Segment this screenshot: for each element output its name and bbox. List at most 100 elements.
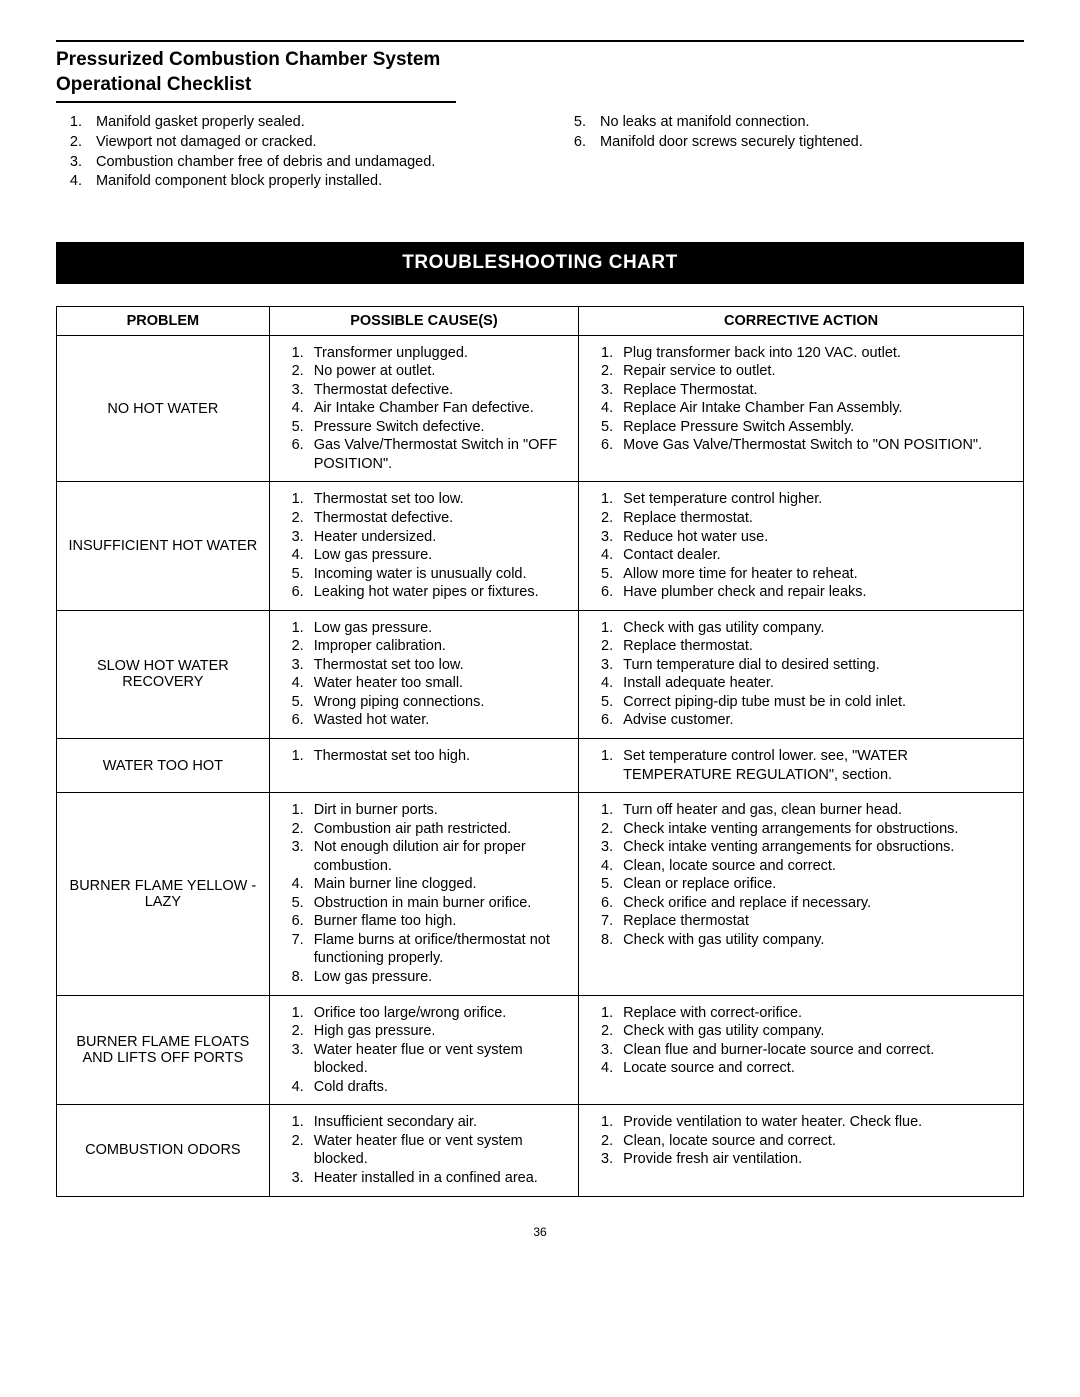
causes-list: Transformer unplugged.No power at outlet… — [278, 344, 570, 474]
list-item: Low gas pressure. — [308, 619, 570, 638]
list-item: Heater installed in a confined area. — [308, 1169, 570, 1188]
list-item: Thermostat set too low. — [308, 656, 570, 675]
list-item: Provide ventilation to water heater. Che… — [617, 1113, 1015, 1132]
list-item: Replace thermostat. — [617, 637, 1015, 656]
list-item: Not enough dilution air for proper combu… — [308, 838, 570, 875]
list-item: Correct piping-dip tube must be in cold … — [617, 693, 1015, 712]
actions-list: Plug transformer back into 120 VAC. outl… — [587, 344, 1015, 455]
list-item: Main burner line clogged. — [308, 875, 570, 894]
list-item: Cold drafts. — [308, 1078, 570, 1097]
table-row: COMBUSTION ODORS Insufficient secondary a… — [57, 1105, 1024, 1196]
problem-cell: SLOW HOT WATER RECOVERY — [57, 610, 270, 738]
list-item: Wrong piping connections. — [308, 693, 570, 712]
list-item: Incoming water is unusually cold. — [308, 565, 570, 584]
list-item: Replace Pressure Switch Assembly. — [617, 418, 1015, 437]
list-item: Improper calibration. — [308, 637, 570, 656]
col-causes: POSSIBLE CAUSE(S) — [269, 306, 578, 335]
problem-cell: INSUFFICIENT HOT WATER — [57, 482, 270, 610]
section-title-block: Pressurized Combustion Chamber System Op… — [56, 48, 1024, 103]
list-item: Thermostat set too high. — [308, 747, 570, 766]
actions-cell: Turn off heater and gas, clean burner he… — [579, 793, 1024, 995]
table-row: BURNER FLAME YELLOW - LAZYDirt in burner… — [57, 793, 1024, 995]
list-item: Set temperature control lower. see, "WAT… — [617, 747, 1015, 784]
list-item: Water heater too small. — [308, 674, 570, 693]
list-item: Replace Thermostat. — [617, 381, 1015, 400]
actions-cell: Replace with correct-orifice.Check with … — [579, 995, 1024, 1105]
actions-cell: Plug transformer back into 120 VAC. outl… — [579, 335, 1024, 482]
col-problem: PROBLEM — [57, 306, 270, 335]
causes-cell: Transformer unplugged.No power at outlet… — [269, 335, 578, 482]
table-head: PROBLEM POSSIBLE CAUSE(S) CORRECTIVE ACT… — [57, 306, 1024, 335]
causes-list: Thermostat set too high. — [278, 747, 570, 766]
list-item: Pressure Switch defective. — [308, 418, 570, 437]
list-item: Combustion chamber free of debris and un… — [86, 153, 520, 173]
list-item: Provide fresh air ventilation. — [617, 1150, 1015, 1169]
list-item: Thermostat set too low. — [308, 490, 570, 509]
list-item: No leaks at manifold connection. — [590, 113, 1024, 133]
list-item: Clean, locate source and correct. — [617, 1132, 1015, 1151]
list-item: Transformer unplugged. — [308, 344, 570, 363]
top-rule — [56, 40, 1024, 42]
list-item: Contact dealer. — [617, 546, 1015, 565]
list-item: Replace thermostat — [617, 912, 1015, 931]
list-item: Combustion air path restricted. — [308, 820, 570, 839]
list-item: Set temperature control higher. — [617, 490, 1015, 509]
table-row: WATER TOO HOTThermostat set too high.Set… — [57, 739, 1024, 793]
section-title-line1: Pressurized Combustion Chamber System — [56, 48, 1024, 73]
causes-cell: Dirt in burner ports.Combustion air path… — [269, 793, 578, 995]
list-item: Obstruction in main burner orifice. — [308, 894, 570, 913]
list-item: Thermostat defective. — [308, 509, 570, 528]
list-item: Advise customer. — [617, 711, 1015, 730]
causes-list: Low gas pressure.Improper calibration.Th… — [278, 619, 570, 730]
list-item: Replace thermostat. — [617, 509, 1015, 528]
actions-list: Turn off heater and gas, clean burner he… — [587, 801, 1015, 949]
list-item: Air Intake Chamber Fan defective. — [308, 399, 570, 418]
actions-list: Set temperature control higher.Replace t… — [587, 490, 1015, 601]
troubleshooting-table: PROBLEM POSSIBLE CAUSE(S) CORRECTIVE ACT… — [56, 306, 1024, 1197]
list-item: Replace Air Intake Chamber Fan Assembly. — [617, 399, 1015, 418]
list-item: Flame burns at orifice/thermostat not fu… — [308, 931, 570, 968]
list-item: Gas Valve/Thermostat Switch in "OFF POSI… — [308, 436, 570, 473]
list-item: Check orifice and replace if necessary. — [617, 894, 1015, 913]
list-item: Replace with correct-orifice. — [617, 1004, 1015, 1023]
list-item: Leaking hot water pipes or fixtures. — [308, 583, 570, 602]
causes-list: Thermostat set too low.Thermostat defect… — [278, 490, 570, 601]
actions-cell: Provide ventilation to water heater. Che… — [579, 1105, 1024, 1196]
list-item: Plug transformer back into 120 VAC. outl… — [617, 344, 1015, 363]
list-item: Orifice too large/wrong orifice. — [308, 1004, 570, 1023]
checklist-left-list: Manifold gasket properly sealed.Viewport… — [56, 113, 520, 191]
actions-cell: Check with gas utility company.Replace t… — [579, 610, 1024, 738]
actions-list: Replace with correct-orifice.Check with … — [587, 1004, 1015, 1078]
causes-cell: Thermostat set too high. — [269, 739, 578, 793]
table-row: SLOW HOT WATER RECOVERYLow gas pressure.… — [57, 610, 1024, 738]
list-item: Install adequate heater. — [617, 674, 1015, 693]
list-item: Allow more time for heater to reheat. — [617, 565, 1015, 584]
list-item: Turn temperature dial to desired setting… — [617, 656, 1015, 675]
problem-cell: NO HOT WATER — [57, 335, 270, 482]
title-underline — [56, 101, 456, 103]
problem-cell: COMBUSTION ODORS — [57, 1105, 270, 1196]
list-item: Have plumber check and repair leaks. — [617, 583, 1015, 602]
causes-cell: Thermostat set too low.Thermostat defect… — [269, 482, 578, 610]
page-number: 36 — [56, 1225, 1024, 1239]
list-item: Thermostat defective. — [308, 381, 570, 400]
list-item: Check with gas utility company. — [617, 931, 1015, 950]
list-item: Water heater flue or vent system blocked… — [308, 1041, 570, 1078]
problem-cell: BURNER FLAME YELLOW - LAZY — [57, 793, 270, 995]
list-item: Insufficient secondary air. — [308, 1113, 570, 1132]
list-item: Locate source and correct. — [617, 1059, 1015, 1078]
checklist-right-column: No leaks at manifold connection.Manifold… — [560, 113, 1024, 191]
list-item: Water heater flue or vent system blocked… — [308, 1132, 570, 1169]
list-item: Low gas pressure. — [308, 968, 570, 987]
troubleshooting-chart-heading: TROUBLESHOOTING CHART — [56, 242, 1024, 284]
list-item: Low gas pressure. — [308, 546, 570, 565]
causes-list: Orifice too large/wrong orifice.High gas… — [278, 1004, 570, 1097]
list-item: Clean or replace orifice. — [617, 875, 1015, 894]
section-title-line2: Operational Checklist — [56, 73, 1024, 98]
actions-list: Provide ventilation to water heater. Che… — [587, 1113, 1015, 1169]
list-item: Dirt in burner ports. — [308, 801, 570, 820]
causes-cell: Low gas pressure.Improper calibration.Th… — [269, 610, 578, 738]
list-item: Heater undersized. — [308, 528, 570, 547]
list-item: Burner flame too high. — [308, 912, 570, 931]
list-item: Wasted hot water. — [308, 711, 570, 730]
